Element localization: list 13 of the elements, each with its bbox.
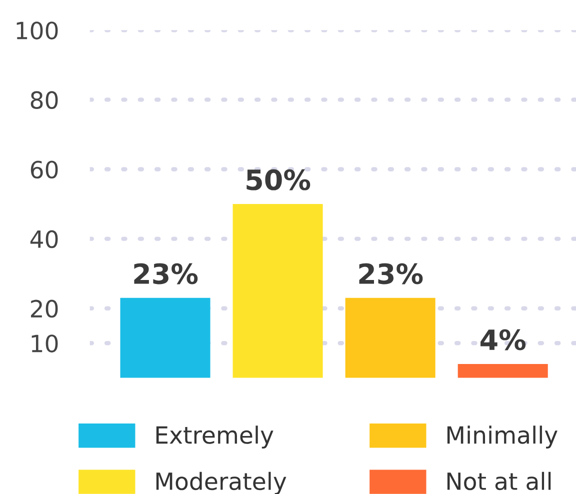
data-label: 23%	[134, 263, 198, 284]
legend-label: Minimally	[447, 426, 558, 448]
y-tick-label: 20	[30, 300, 58, 318]
legend-label: Extremely	[156, 426, 274, 448]
y-tick-label: 40	[30, 230, 58, 248]
data-label: 50%	[246, 169, 310, 190]
legend-label: Not at all	[447, 472, 551, 490]
data-label: 4%	[480, 329, 526, 350]
y-tick-label: 60	[30, 160, 58, 179]
y-tick-label: 10	[32, 334, 58, 352]
y-tick-label: 80	[30, 91, 58, 109]
y-tick-label: 100	[16, 22, 58, 40]
data-label: 23%	[359, 263, 423, 284]
